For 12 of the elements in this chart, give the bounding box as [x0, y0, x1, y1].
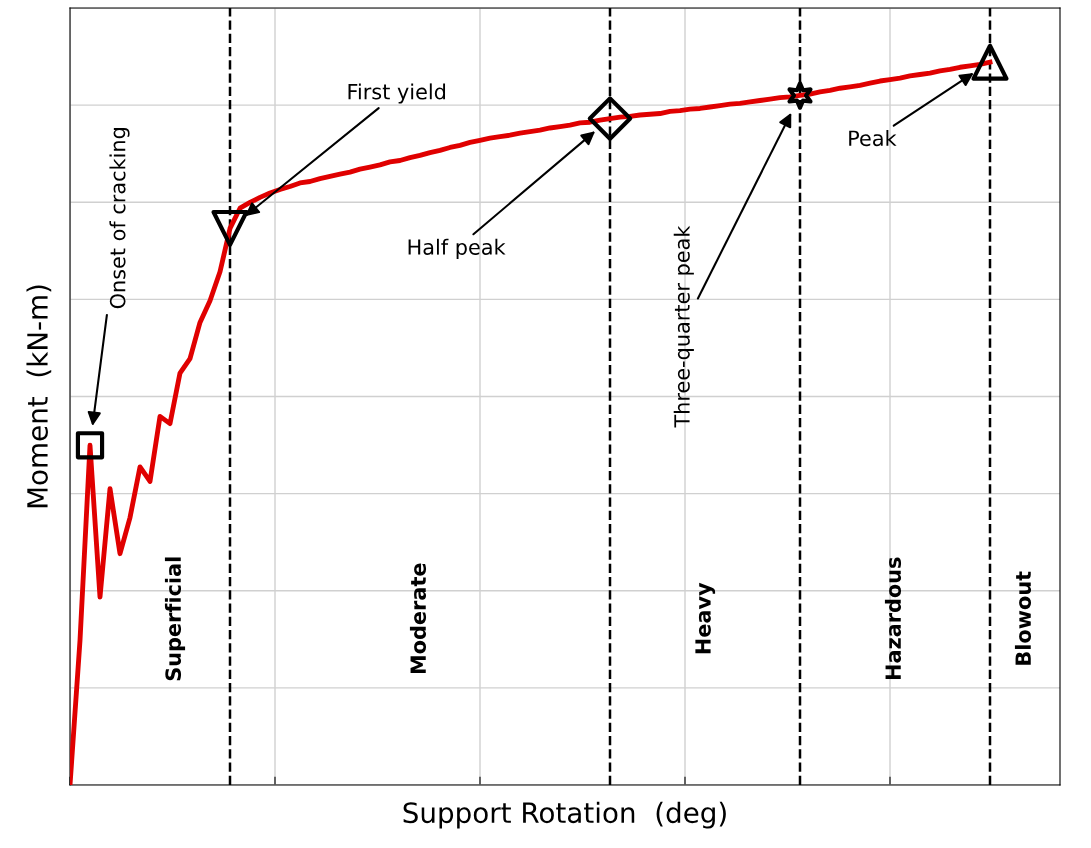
annotation: Half peak	[408, 238, 506, 259]
annotation: Heavy	[695, 582, 716, 654]
annotation: Moderate	[409, 563, 427, 674]
y-axis-title: Moment (kN-m)	[26, 285, 52, 508]
x-axis-title: Support Rotation (deg)	[403, 801, 726, 829]
text: Blowout	[1014, 571, 1032, 665]
annotation: First yield	[348, 83, 446, 104]
annotation: Superficial	[164, 557, 186, 681]
annotation: Hazardous	[884, 557, 902, 680]
annotation: Peak	[849, 130, 897, 147]
annotation: Three-quarter peak	[673, 225, 694, 428]
annotation: Onset of cracking	[109, 128, 130, 309]
